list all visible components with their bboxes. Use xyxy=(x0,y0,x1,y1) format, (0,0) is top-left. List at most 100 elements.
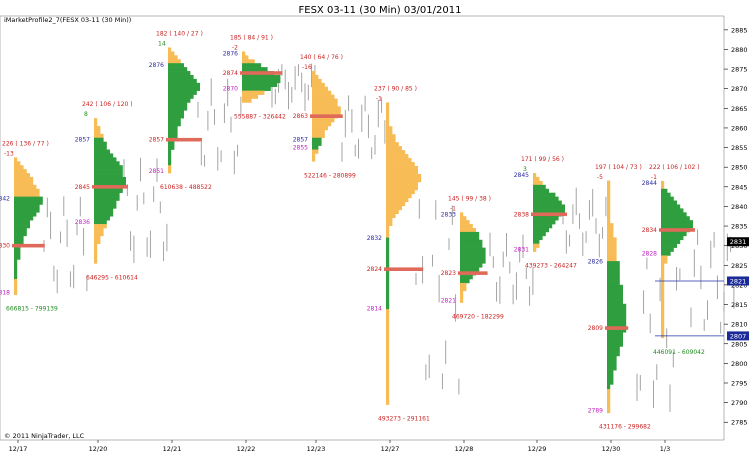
profile-bin xyxy=(460,294,464,299)
profile-bin xyxy=(661,318,665,323)
profile-bin xyxy=(386,321,390,326)
profile-bin xyxy=(168,94,194,99)
x-tick-label-12/27: 12/27 xyxy=(381,445,400,453)
x-tick-label-12/23: 12/23 xyxy=(307,445,326,453)
profile-bin xyxy=(14,176,34,182)
value-low-label: 2814 xyxy=(367,305,382,312)
profile-bin xyxy=(312,118,335,123)
profile-bin xyxy=(607,303,627,309)
profile-bin xyxy=(607,275,620,281)
profile-bin xyxy=(661,239,681,244)
value-low-label: 2855 xyxy=(293,145,308,152)
profile-bin xyxy=(168,157,172,162)
profile-bin xyxy=(14,224,30,229)
profile-bin xyxy=(533,188,549,193)
profile-bin xyxy=(14,239,24,244)
profile-bin xyxy=(242,98,252,103)
profile-bin xyxy=(168,133,178,139)
profile-bin xyxy=(386,154,409,159)
y-tick-label-2785: 2785 xyxy=(731,419,748,427)
profile-bin xyxy=(386,201,406,207)
profile-bin xyxy=(661,286,665,292)
profile-bin xyxy=(94,196,120,201)
profile-bin xyxy=(242,78,281,84)
profile-bin xyxy=(661,235,684,241)
profile-bin xyxy=(94,188,123,193)
profile-bin xyxy=(386,225,390,230)
profile-bin xyxy=(607,332,623,338)
profile-bin xyxy=(386,281,390,286)
delta: 8 xyxy=(84,111,88,118)
profile-bin xyxy=(14,228,27,233)
x-tick-label-1/3: 1/3 xyxy=(660,445,670,453)
profile-bin xyxy=(607,355,617,361)
header: 182 ( 140 / 27 ) xyxy=(156,30,203,37)
profile-bin xyxy=(386,177,422,183)
profile-bin xyxy=(242,67,268,72)
header: 145 ( 99 / 38 ) xyxy=(448,195,491,202)
profile-bin xyxy=(607,194,611,200)
profile-bin xyxy=(661,247,674,252)
profile-bin xyxy=(386,217,393,222)
profile-bin xyxy=(533,173,537,178)
profile-bin xyxy=(242,63,262,68)
profile-bin xyxy=(14,231,27,237)
profile-bin xyxy=(386,384,390,389)
profile-bin xyxy=(14,204,40,209)
volume-label: 469720 - 182299 xyxy=(452,314,504,321)
profile-bin xyxy=(460,243,483,248)
profile-bin xyxy=(14,169,27,174)
profile-bin xyxy=(607,284,623,290)
profile-bin xyxy=(94,251,98,256)
profile-bin xyxy=(661,255,668,260)
profile-bin xyxy=(386,309,390,314)
profile-bin xyxy=(14,192,40,197)
profile-bin xyxy=(386,221,393,226)
profile-bin xyxy=(607,365,617,371)
profile-bin xyxy=(386,205,402,211)
profile-bin xyxy=(460,267,480,272)
profile-bin xyxy=(168,55,178,60)
profile-bin xyxy=(386,352,390,358)
delta: -16 xyxy=(302,64,312,71)
profile-bin xyxy=(168,106,188,111)
profile-bin xyxy=(14,282,18,288)
profile-bin xyxy=(607,393,611,399)
profile-bin xyxy=(14,263,18,268)
delta: -2 xyxy=(232,44,238,51)
profile-bin xyxy=(312,74,319,80)
profile-bin xyxy=(386,380,390,386)
profile-12/21: 2857 2876 2851 182 ( 140 / 27 ) 14 610638 - 4… xyxy=(149,30,212,191)
profile-bin xyxy=(460,216,467,221)
header: 185 ( 84 / 91 ) xyxy=(230,34,273,41)
profile-bin xyxy=(386,146,402,151)
x-tick-label-12/28: 12/28 xyxy=(455,445,474,453)
profile-bin xyxy=(168,67,188,72)
profile-bin xyxy=(386,114,390,119)
profile-bin xyxy=(386,337,390,342)
profile-bin xyxy=(168,122,181,127)
profile-bin xyxy=(607,374,614,380)
profile-bin xyxy=(386,305,390,310)
profile-bin xyxy=(386,118,390,123)
profile-bin xyxy=(607,318,627,324)
profile-bin xyxy=(607,299,623,305)
profile-12/28: 2823 2833 2821 145 ( 99 / 38 ) -1 469720 - 18… xyxy=(441,195,504,320)
y-tick-label-2840: 2840 xyxy=(731,203,748,211)
profile-bin xyxy=(460,279,470,284)
profile-bin xyxy=(533,196,559,201)
profile-bin xyxy=(386,285,390,290)
header: 197 ( 104 / 73 ) xyxy=(595,164,642,171)
profile-bin xyxy=(661,314,665,319)
profile-bin xyxy=(168,82,200,88)
profile-bin xyxy=(386,360,390,366)
profile-bin xyxy=(14,173,30,178)
delta: -1 xyxy=(450,205,456,212)
profile-bin xyxy=(661,220,693,225)
profile-bin xyxy=(168,71,191,76)
